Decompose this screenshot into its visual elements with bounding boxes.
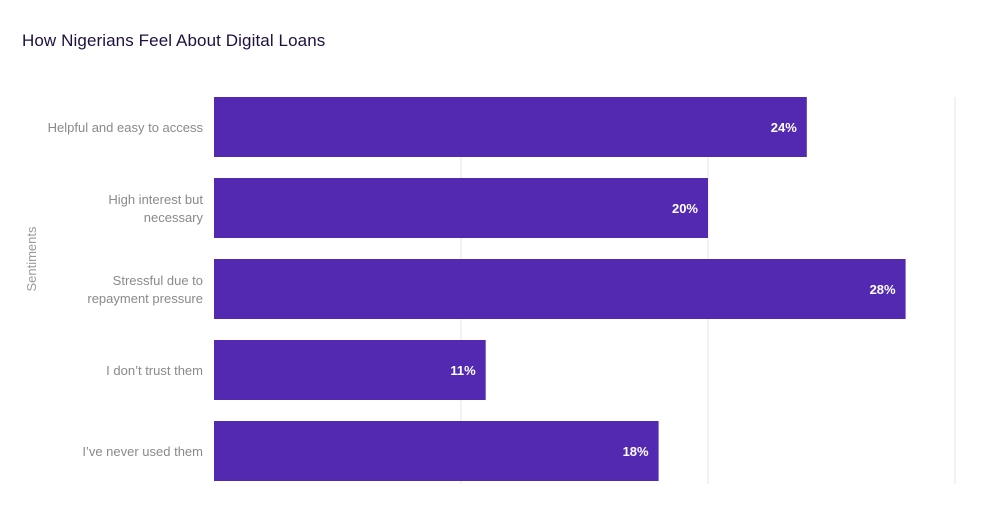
category-label: Helpful and easy to access: [48, 120, 204, 135]
bar: [214, 340, 486, 400]
bar: [214, 97, 807, 157]
data-label: 28%: [870, 282, 896, 297]
data-label: 18%: [623, 444, 649, 459]
data-label: 11%: [450, 363, 476, 378]
bar: [214, 421, 659, 481]
category-label: I’ve never used them: [82, 444, 203, 459]
category-label: High interest but: [108, 192, 203, 207]
bar: [214, 259, 906, 319]
chart-title: How Nigerians Feel About Digital Loans: [22, 31, 326, 50]
y-axis-label: Sentiments: [24, 226, 39, 292]
bar: [214, 178, 708, 238]
category-label: Stressful due to: [113, 273, 203, 288]
data-label: 24%: [771, 120, 797, 135]
category-label: repayment pressure: [87, 291, 203, 306]
category-label: I don’t trust them: [106, 363, 203, 378]
category-label: necessary: [144, 210, 204, 225]
data-label: 20%: [672, 201, 698, 216]
